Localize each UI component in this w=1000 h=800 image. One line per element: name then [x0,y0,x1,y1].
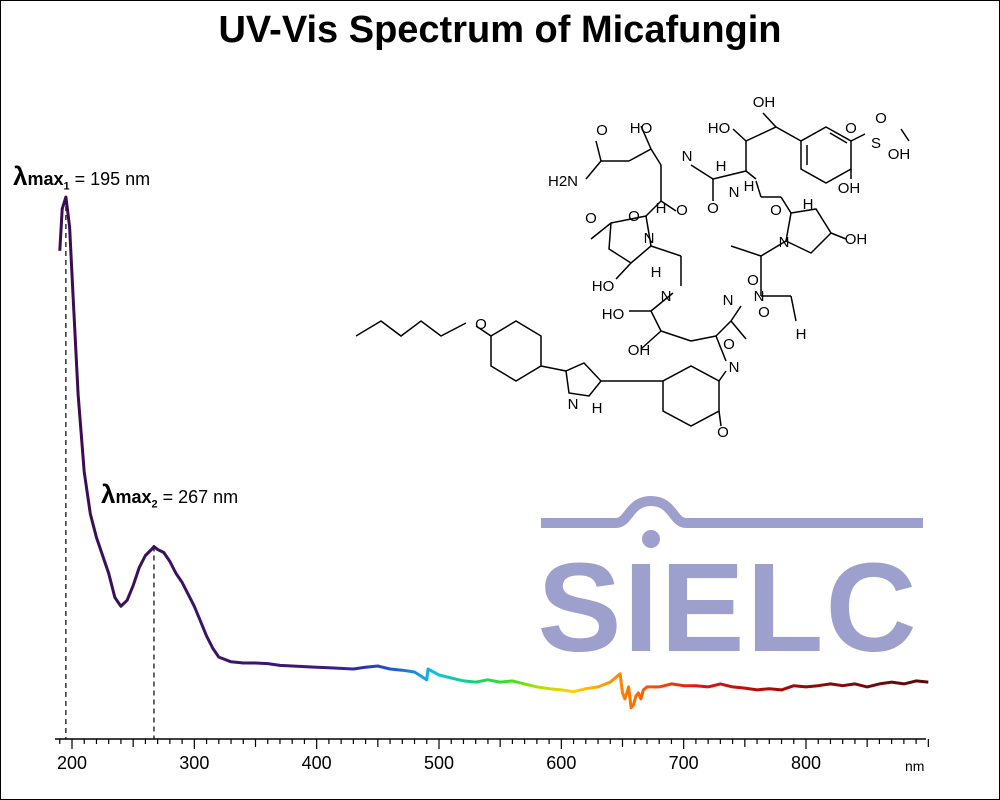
micafungin-structure [355,112,910,427]
atom-label: N [723,292,734,309]
atom-label: N [754,288,765,305]
atom-label: O [596,122,608,139]
atom-label: HO [630,120,653,137]
x-tick-label: 300 [179,753,209,773]
atom-label: H [716,158,727,175]
x-axis-ticks: 200 300 400 500 600 700 800 [57,739,929,773]
atom-label: O [676,202,688,219]
atom-label: O [845,120,857,137]
atom-label: HO [592,278,615,295]
atom-label: O [475,316,487,333]
atom-label: H [744,178,755,195]
peak-label-1: λmax1 = 195 nm [13,161,151,193]
atom-label: N [729,359,740,376]
atom-label: H [592,400,603,417]
x-tick-label: 400 [302,753,332,773]
x-tick-label: 600 [546,753,576,773]
atom-label: N [779,234,790,251]
atom-label: O [747,272,759,289]
atom-label: N [729,184,740,201]
atom-label: H [796,326,807,343]
sielc-logo-text: SIELC [537,537,918,678]
sielc-logo: SIELC [537,495,923,678]
atom-label: N [661,288,672,305]
atom-label: O [770,202,782,219]
chart-title: UV-Vis Spectrum of Micafungin [218,9,782,51]
atom-label: S [871,135,881,152]
atom-label: OH [628,342,651,359]
atom-label: N [682,148,693,165]
atom-label: N [568,396,579,413]
x-tick-label: 200 [57,753,87,773]
atom-label: N [644,230,655,247]
atom-label: O [717,424,729,441]
atom-label: OH [753,94,776,111]
atom-label: H [803,196,814,213]
x-tick-label: 500 [424,753,454,773]
atom-label: H [651,264,662,281]
x-tick-label: 700 [669,753,699,773]
atom-label: OH [845,231,868,248]
atom-label: HO [708,120,731,137]
series-spectrum-line [58,195,929,710]
atom-label: O [585,210,597,227]
atom-label: O [875,110,887,127]
x-tick-label: 800 [791,753,821,773]
atom-label: OH [888,146,911,163]
atom-label: O [707,200,719,217]
atom-label: H2N [548,173,578,190]
x-axis-unit-label: nm [905,758,924,774]
atom-label: O [758,304,770,321]
atom-label: H [656,200,667,217]
atom-label: HO [602,306,625,323]
peak-label-2: λmax2 = 267 nm [101,479,239,511]
atom-label: O [723,336,735,353]
atom-label: OH [838,180,861,197]
atom-label: O [628,208,640,225]
